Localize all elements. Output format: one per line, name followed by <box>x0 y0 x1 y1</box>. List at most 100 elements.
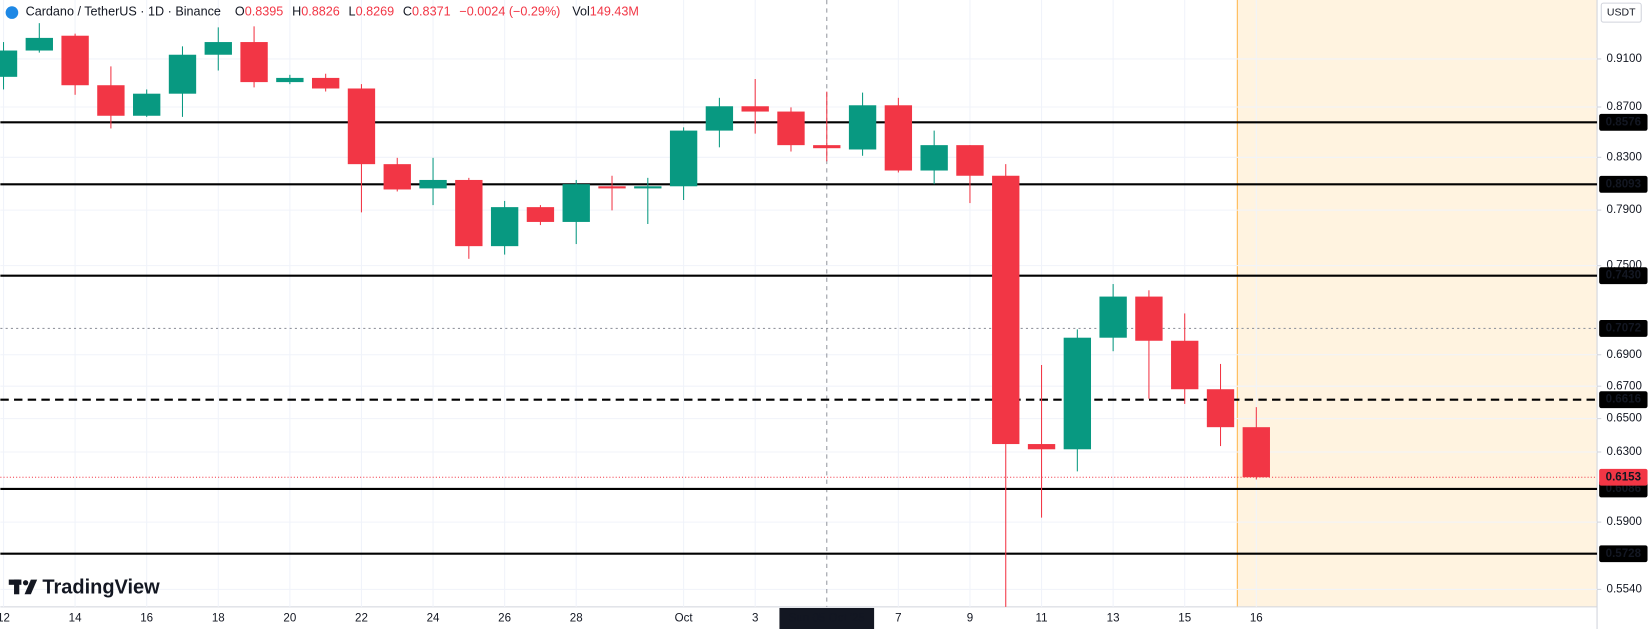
candle-body <box>992 175 1020 445</box>
candle-body <box>1135 296 1163 341</box>
candle-body <box>813 145 841 149</box>
x-tick-label: Oct <box>675 613 694 625</box>
y-tick-label: 0.6500 <box>1607 413 1642 425</box>
candle-body <box>168 54 197 94</box>
x-tick-label: 24 <box>427 613 440 625</box>
candle-body <box>490 207 519 247</box>
candle-body <box>1027 444 1056 450</box>
level-label: 0.6616 <box>1606 394 1642 406</box>
y-tick-label: 0.9100 <box>1607 53 1642 65</box>
ohlc-value: 0.8269 <box>356 5 395 19</box>
crosshair-label-box <box>779 607 875 629</box>
x-tick-label: 20 <box>283 613 296 625</box>
candle-body <box>1206 389 1235 428</box>
candle-body <box>562 184 590 222</box>
candle-body <box>1242 427 1270 478</box>
candle-body <box>240 42 268 83</box>
x-tick-label: 18 <box>212 613 225 625</box>
ohlc-label: L <box>349 5 356 19</box>
level-label-box <box>1599 545 1648 563</box>
x-tick-label: 13 <box>1107 613 1120 625</box>
candle-body <box>383 164 411 190</box>
crosshair-label: Sun 05 Oct '25 <box>789 613 865 625</box>
y-tick-label: 0.6300 <box>1607 446 1642 458</box>
level-label: 0.8093 <box>1606 178 1642 190</box>
y-tick-label: 0.8300 <box>1607 151 1642 163</box>
x-tick-label: 16 <box>140 613 153 625</box>
x-tick-label: 3 <box>752 613 758 625</box>
level-label: 0.7072 <box>1606 323 1641 335</box>
candle-body <box>884 105 913 171</box>
marks <box>0 23 1598 607</box>
grid <box>0 0 1598 607</box>
volume-label: Vol <box>572 5 590 19</box>
symbol: Cardano / TetherUS · 1D · Binance <box>26 5 221 19</box>
candle-body <box>25 37 53 51</box>
level-label-box <box>1599 175 1648 193</box>
candle-body <box>61 35 89 86</box>
watermark: TradingView <box>8 576 160 598</box>
header-line: Cardano / TetherUS · 1D · Binance O0.839… <box>26 5 639 19</box>
candle-body <box>133 93 161 116</box>
volume: 149.43M <box>590 5 639 19</box>
header: Cardano / TetherUS · 1D · Binance O0.839… <box>5 5 639 19</box>
candle-body <box>920 145 948 171</box>
candle-body <box>347 88 376 165</box>
y-tick-label: 0.7900 <box>1607 204 1642 216</box>
x-tick-label: 7 <box>895 613 901 625</box>
candle-body <box>777 111 805 146</box>
ohlc-label: H <box>292 5 301 19</box>
candle-body <box>669 130 698 187</box>
future-zone <box>1237 0 1598 607</box>
candle-body <box>311 77 340 89</box>
candle-body <box>455 179 483 247</box>
candle-body <box>741 106 769 112</box>
candle-body <box>1063 337 1092 450</box>
y-tick-label: 0.6900 <box>1607 349 1642 361</box>
candle-body <box>848 105 877 150</box>
candle-body <box>598 186 626 189</box>
x-tick-label: 11 <box>1036 613 1048 625</box>
candle-body <box>1099 296 1127 338</box>
candle-body <box>0 50 18 77</box>
candle-body <box>204 42 232 55</box>
watermark-text: TradingView <box>42 576 160 598</box>
last-price-box <box>1599 468 1648 486</box>
logo-part <box>22 580 29 586</box>
logo-part <box>14 579 20 595</box>
x-tick-label: 26 <box>498 613 511 625</box>
candle-body <box>1171 340 1199 390</box>
x-tick-label: 16 <box>1250 613 1263 625</box>
level-label: 0.8576 <box>1606 116 1642 128</box>
level-label-box <box>1599 267 1648 285</box>
candle-body <box>956 145 984 176</box>
level-label-box <box>1599 113 1648 131</box>
level-label: 0.5728 <box>1606 548 1642 560</box>
symbol-icon <box>5 6 19 19</box>
last-price-label: 0.6153 <box>1606 471 1642 483</box>
ohlc-value: 0.8826 <box>301 5 340 19</box>
x-tick-label: 14 <box>69 613 82 625</box>
candle-body <box>634 186 662 189</box>
y-tick-label: 0.5540 <box>1607 583 1642 595</box>
y-tick-label: 0.8700 <box>1607 101 1642 113</box>
x-tick-label: 12 <box>0 613 10 625</box>
ohlc-label: O <box>235 5 245 19</box>
level-label-box <box>1599 391 1648 409</box>
candle-body <box>97 85 125 116</box>
candle-body <box>705 106 734 131</box>
ohlc-value: 0.8371 <box>412 5 451 19</box>
logo-part <box>24 579 38 595</box>
y-tick-label: 0.5900 <box>1607 516 1642 528</box>
candle-body <box>419 179 447 189</box>
currency-box <box>1600 2 1642 23</box>
candle-body <box>276 77 304 83</box>
change: −0.0024 (−0.29%) <box>459 5 560 19</box>
level-label: 0.7430 <box>1606 270 1641 282</box>
x-tick-label: 9 <box>967 613 973 625</box>
candle-body <box>526 207 555 222</box>
ohlc-label: C <box>403 5 412 19</box>
level-label-box <box>1599 320 1648 337</box>
